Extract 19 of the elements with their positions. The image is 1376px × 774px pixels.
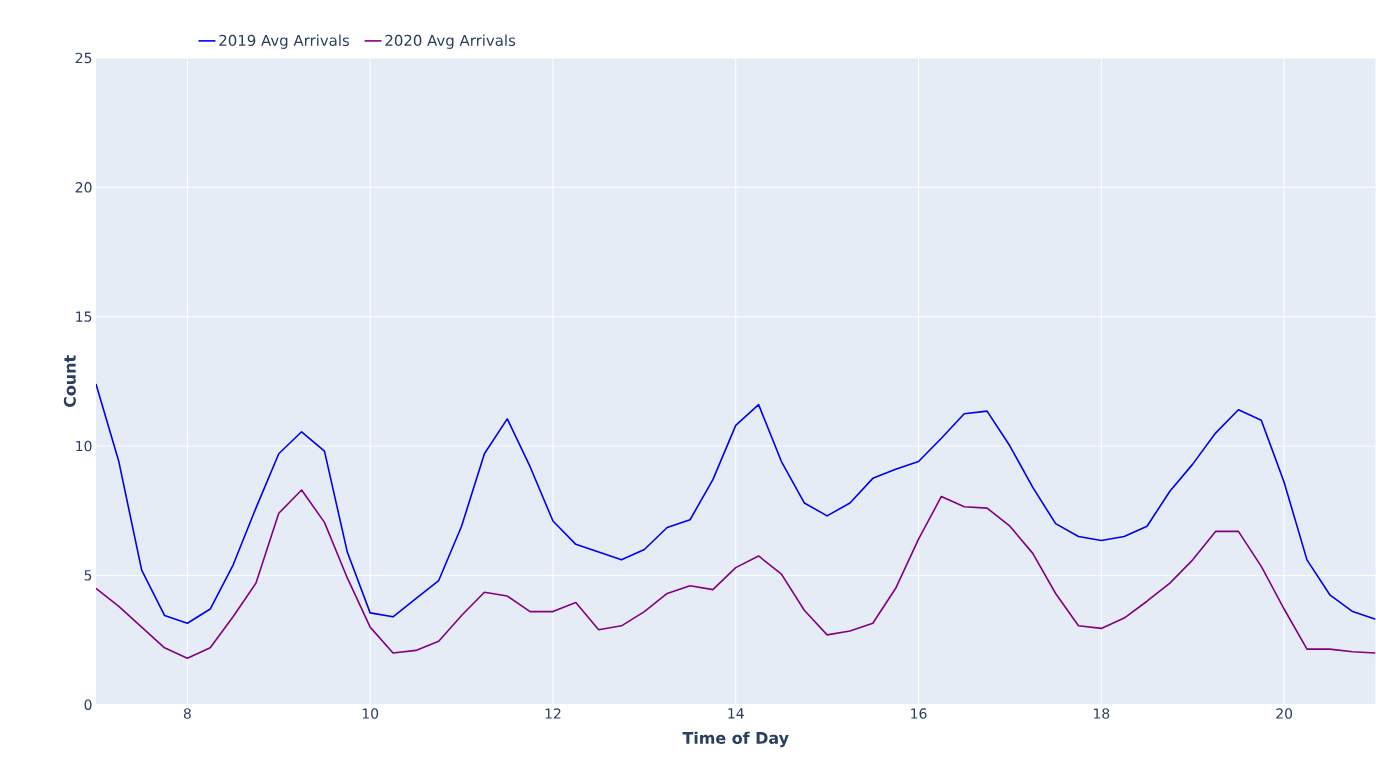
x-tick-label: 10 bbox=[362, 708, 379, 719]
y-tick-label: 25 bbox=[75, 52, 92, 64]
line-series bbox=[95, 489, 1376, 660]
y-tick-label: 15 bbox=[76, 311, 92, 322]
legend-label: 2020 Avg Arrivals bbox=[385, 34, 516, 50]
x-axis-title: Time of Day bbox=[682, 731, 789, 748]
y-tick-label: 5 bbox=[84, 570, 92, 581]
x-tick-label: 18 bbox=[1093, 708, 1110, 719]
y-tick-label: 10 bbox=[76, 440, 92, 452]
x-tick-label: 8 bbox=[183, 708, 191, 719]
x-tick-label: 12 bbox=[545, 708, 561, 719]
y-tick-label: 20 bbox=[75, 182, 92, 193]
line-series bbox=[95, 383, 1376, 625]
legend-label: 2019 Avg Arrivals bbox=[219, 34, 350, 50]
y-tick-label: 0 bbox=[84, 699, 92, 711]
x-tick-label: 20 bbox=[1276, 708, 1293, 719]
y-axis-title: Count bbox=[63, 355, 76, 408]
x-tick-label: 16 bbox=[911, 708, 927, 719]
x-tick-label: 14 bbox=[728, 708, 744, 719]
